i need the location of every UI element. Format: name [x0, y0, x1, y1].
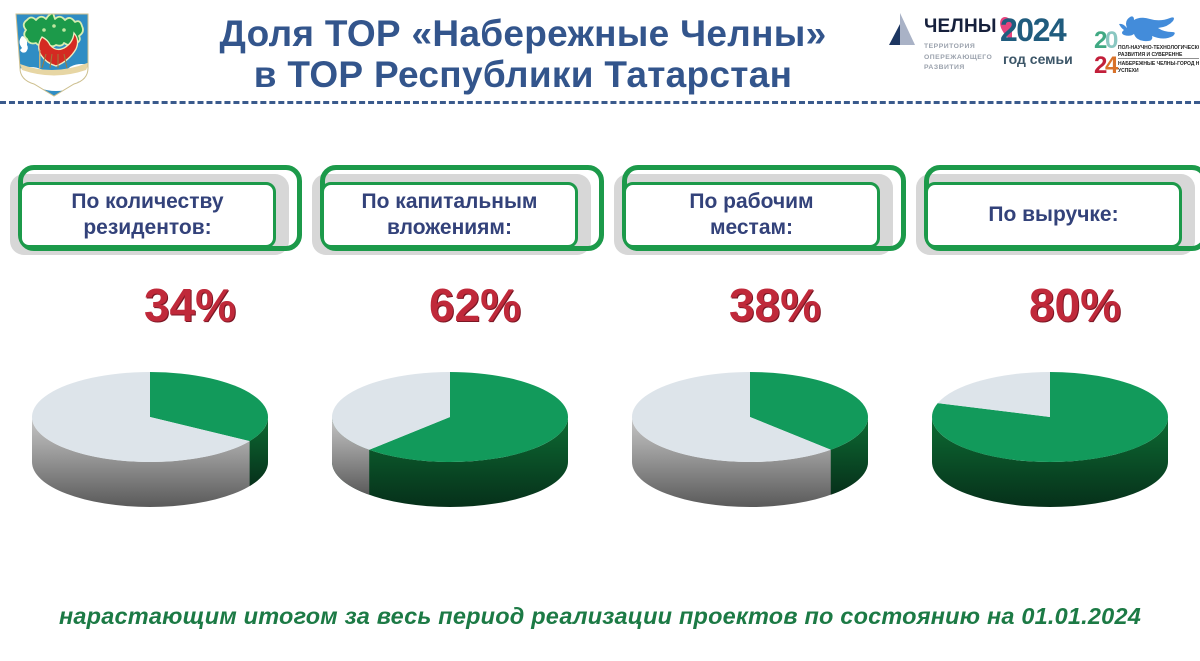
svg-text:НАБЕРЕЖНЫЕ ЧЕЛНЫ-ГОРОД НАШ: НАБЕРЕЖНЫЕ ЧЕЛНЫ-ГОРОД НАШ [1118, 61, 1199, 67]
svg-text:РАЗВИТИЯ И СУВЕРЕННЕ: РАЗВИТИЯ И СУВЕРЕННЕ [1118, 52, 1183, 58]
svg-text:ПОЛ-НАУЧНО-ТЕХНОЛОГИЧЕСКОГО: ПОЛ-НАУЧНО-ТЕХНОЛОГИЧЕСКОГО [1118, 45, 1199, 51]
svg-text:4: 4 [1105, 52, 1119, 79]
svg-text:0: 0 [1105, 27, 1118, 54]
svg-text:УСПЕХИ: УСПЕХИ [1118, 68, 1139, 74]
